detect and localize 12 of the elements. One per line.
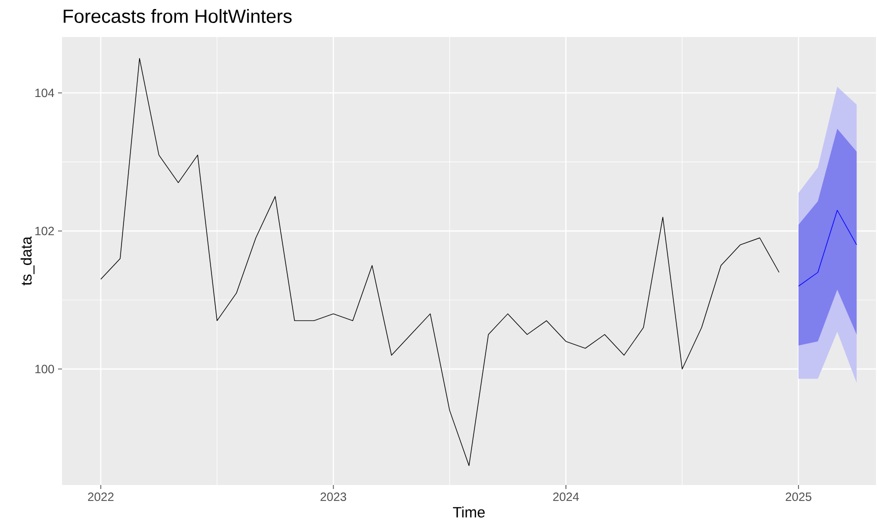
x-tick-label: 2025: [786, 492, 812, 502]
x-axis-title: Time: [452, 506, 485, 518]
line-series: [100, 58, 780, 466]
chart-title: Forecasts from HoltWinters: [64, 9, 292, 23]
x-tick-label: 2024: [553, 492, 579, 502]
y-tick-label: 104: [35, 88, 54, 98]
line-series: [798, 210, 857, 287]
y-tick-label: 102: [35, 226, 54, 236]
y-tick-label: 100: [35, 364, 54, 374]
y-axis-title: ts_data: [20, 236, 34, 286]
x-tick-label: 2022: [88, 492, 114, 502]
x-tick-label: 2023: [320, 492, 346, 502]
